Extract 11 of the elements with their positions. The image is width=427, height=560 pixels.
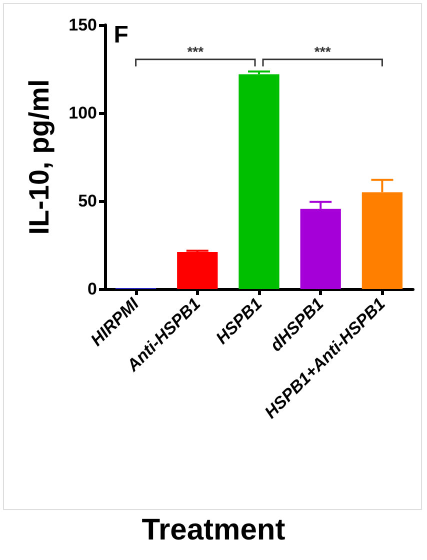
bar — [177, 252, 218, 289]
y-tick-label: 100 — [68, 104, 97, 122]
y-tick-label: 0 — [88, 280, 97, 298]
x-axis-title: Treatment — [142, 514, 286, 546]
y-tick-label: 50 — [78, 192, 97, 210]
y-axis-title: IL-10, pg/ml — [24, 79, 54, 235]
annotation: *** — [187, 43, 204, 60]
annotation: *** — [314, 43, 332, 60]
bar — [238, 74, 280, 289]
annotation: F — [114, 22, 128, 48]
y-tick-label: 150 — [68, 16, 97, 34]
